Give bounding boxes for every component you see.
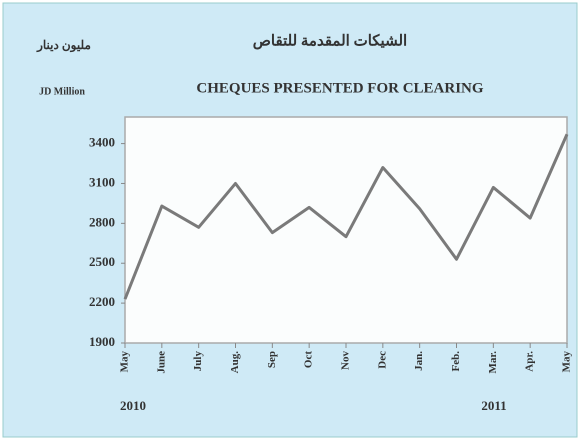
x-tick-label: Aug. <box>229 351 241 374</box>
x-tick-label: Nov <box>340 351 352 370</box>
arabic-title: الشيكات المقدمة للتقاص <box>253 33 407 49</box>
x-tick-label: Apr. <box>524 351 536 372</box>
y-label: JD Million <box>39 86 85 97</box>
arabic-unit: مليون دينار <box>36 38 91 53</box>
x-tick-label: Sep <box>266 351 278 368</box>
chart-title: CHEQUES PRESENTED FOR CLEARING <box>196 80 483 96</box>
x-tick-label: July <box>192 351 204 372</box>
x-tick-label: Jan. <box>413 351 425 371</box>
y-tick-label: 2200 <box>89 294 115 309</box>
y-tick-label: 2800 <box>89 214 115 229</box>
plot-area <box>124 116 568 344</box>
year-label: 2010 <box>120 398 146 413</box>
year-label: 2011 <box>481 398 506 413</box>
x-tick-label: Dec <box>376 351 388 369</box>
x-tick-label: Oct <box>303 351 315 368</box>
x-tick-label: May <box>119 351 131 373</box>
x-tick-label: Feb. <box>450 351 462 372</box>
y-tick-label: 2500 <box>89 254 115 269</box>
y-tick-label: 3100 <box>89 174 115 189</box>
x-tick-label: Mar. <box>487 351 499 374</box>
data-line <box>123 133 569 300</box>
y-tick-label: 3400 <box>89 135 115 150</box>
x-tick-label: May <box>561 351 573 373</box>
x-tick-label: June <box>155 351 167 374</box>
y-tick-label: 1900 <box>89 334 115 349</box>
